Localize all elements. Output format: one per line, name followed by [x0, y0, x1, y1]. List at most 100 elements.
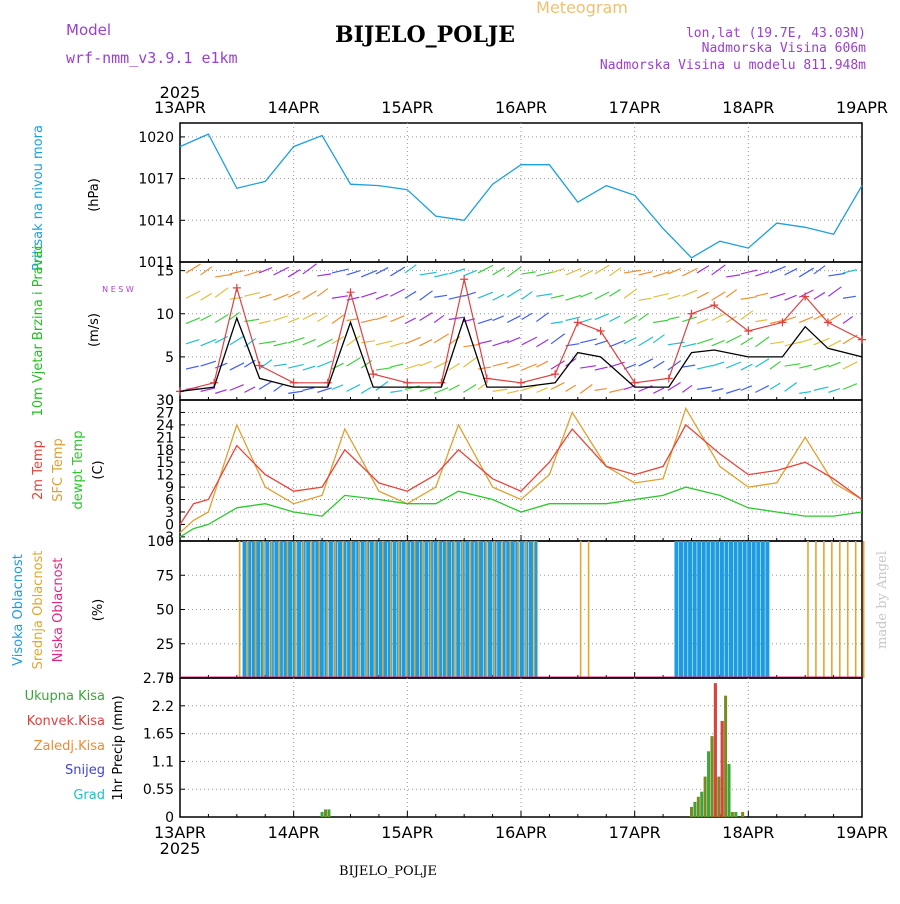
wind-barb [258, 340, 276, 345]
wind-barb [229, 362, 245, 371]
wind-barb [200, 360, 217, 367]
wind-barb [813, 313, 825, 321]
wind-barb [725, 334, 742, 344]
wind-barb [506, 336, 521, 344]
wind-barb [346, 335, 361, 347]
wind-barb [799, 364, 812, 369]
precip-legend-frozen: Zaledj.Kisa [34, 739, 105, 754]
wind-barb [609, 288, 621, 297]
precip-legend-total: Ukupna Kisa [25, 689, 105, 704]
y-tick-label: 10 [156, 307, 174, 323]
gust-marker [630, 378, 639, 387]
cloud-bar [442, 541, 447, 678]
cloud-bar [729, 541, 734, 678]
cloud-bar [501, 541, 504, 678]
gust-marker [289, 378, 298, 387]
temp-units: (C) [91, 460, 106, 479]
y-tick-label: 25 [156, 637, 174, 653]
wind-barb [477, 264, 494, 274]
gust-marker [403, 378, 412, 387]
wind-units: (m/s) [87, 313, 102, 347]
cloud-label-mid: Srednja Oblacnost [31, 551, 46, 670]
meteogram-label: Meteogram [536, 0, 628, 17]
cloud-bar [433, 541, 438, 678]
wind-barb [273, 266, 290, 276]
time-label-bottom: 15APR [381, 823, 433, 842]
cloud-bar [383, 541, 388, 678]
wind-barb [667, 360, 682, 371]
gust-marker [687, 309, 696, 318]
wind-barb [711, 339, 725, 347]
gust-marker [744, 327, 753, 335]
wind-barb [667, 382, 681, 391]
cloud-bar [465, 541, 470, 678]
wind-barb [682, 289, 698, 297]
cloud-bar [692, 541, 697, 678]
cloud-bar [807, 541, 809, 678]
cloud-bar [310, 541, 315, 678]
wind-barb [229, 384, 244, 391]
wind-barb [433, 314, 445, 323]
time-label-bottom: 14APR [268, 823, 320, 842]
wind-ylabel: 10m Vjetar Brzina i Pravac [31, 244, 46, 417]
cloud-bar [392, 541, 397, 678]
year-bottom: 2025 [160, 839, 201, 858]
cloud-bar [413, 541, 416, 678]
wind-barb [565, 294, 582, 301]
wind-barb [229, 311, 240, 320]
wind-barb [609, 315, 621, 323]
wind-barb [769, 292, 786, 299]
cloud-bar [688, 541, 693, 678]
wind-barb [375, 340, 393, 346]
cloud-bar [477, 541, 480, 678]
cloud-bar [410, 541, 415, 678]
time-label-top: 14APR [268, 98, 320, 117]
cloud-bar [815, 541, 817, 678]
y-tick-label: 1011 [138, 255, 174, 271]
y-tick-label: 50 [156, 603, 174, 619]
wind-barb [463, 357, 477, 368]
cloud-bar [397, 541, 400, 678]
cloud-bar [334, 541, 336, 678]
y-tick-label: -3 [160, 530, 174, 546]
wind-barb [317, 273, 332, 277]
y-tick-label: 1.1 [152, 754, 174, 770]
wind-barb [755, 292, 769, 297]
precip-bar [710, 736, 714, 817]
wind-barb [448, 268, 466, 275]
wind-barb [200, 338, 217, 347]
wind-barb [580, 365, 597, 369]
wind-barb [331, 295, 348, 299]
wind-barb [623, 288, 638, 299]
wind-barb [609, 267, 622, 277]
wind-barb [360, 386, 372, 394]
wind-barb [302, 365, 316, 371]
wind-barb [842, 315, 854, 324]
wind-barb [638, 271, 653, 276]
gust-marker [858, 335, 866, 344]
wind-barb [740, 296, 757, 300]
cloud-bar [328, 541, 333, 678]
wind-barb [185, 263, 201, 274]
wind-barb [492, 315, 504, 322]
cloud-bar [378, 541, 383, 678]
wind-barb [696, 338, 714, 345]
gust-marker [460, 275, 469, 284]
wind-barb [638, 358, 654, 367]
wind-barb [623, 336, 637, 345]
wind-barb [536, 360, 549, 368]
cloud-bar [347, 541, 352, 678]
y-tick-label: 100 [147, 534, 174, 550]
wind-barb [813, 386, 829, 391]
gust-marker [517, 378, 525, 387]
cloud-bar [838, 541, 841, 678]
y-tick-label: 15 [156, 455, 174, 471]
wind-barb [433, 333, 450, 344]
wind-barb [740, 310, 754, 320]
cloud-bar [306, 541, 311, 678]
wind-barb [244, 291, 261, 297]
precip-bar [703, 776, 707, 817]
sfc-temp-line [179, 406, 863, 534]
wind-barb [784, 363, 801, 367]
y-tick-label: 27 [156, 405, 174, 421]
